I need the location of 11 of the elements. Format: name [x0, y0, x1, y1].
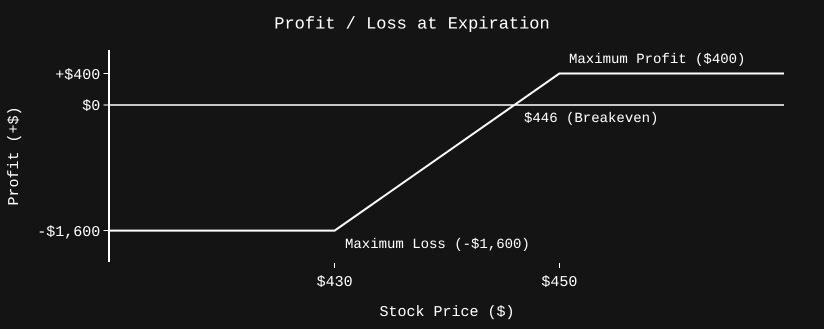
x-tick-label: $450	[541, 274, 578, 291]
chart-title: Profit / Loss at Expiration	[274, 15, 550, 34]
y-tick-label: $0	[82, 98, 100, 116]
x-axis-title: Stock Price ($)	[379, 304, 515, 321]
y-tick-label: +$400	[55, 66, 100, 84]
y-tick-label: -$1,600	[37, 224, 100, 241]
x-tick-label: $430	[316, 274, 353, 291]
annotation: Maximum Loss (-$1,600)	[345, 237, 530, 253]
annotation: Maximum Profit ($400)	[569, 52, 746, 68]
y-axis-title: Profit (+$)	[6, 106, 23, 206]
annotation: $446 (Breakeven)	[524, 111, 658, 127]
